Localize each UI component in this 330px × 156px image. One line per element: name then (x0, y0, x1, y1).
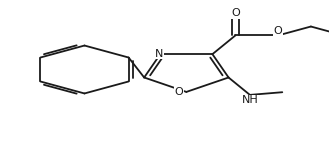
Text: N: N (154, 49, 163, 59)
Text: O: O (175, 87, 183, 97)
Text: O: O (231, 8, 240, 18)
Text: O: O (274, 26, 282, 36)
Text: NH: NH (242, 95, 258, 105)
